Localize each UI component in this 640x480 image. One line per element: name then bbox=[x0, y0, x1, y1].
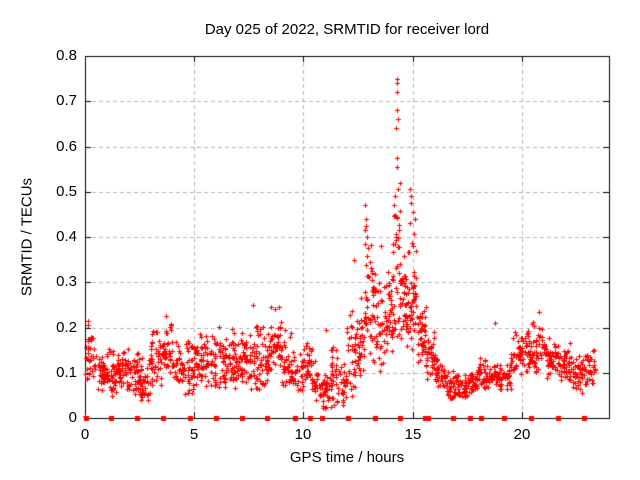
y-tick-label: 0.3 bbox=[56, 273, 77, 290]
y-tick-label: 0 bbox=[68, 409, 77, 426]
x-axis-label: GPS time / hours bbox=[289, 449, 405, 466]
x-tick-label: 5 bbox=[189, 426, 199, 443]
y-tick-label: 0.7 bbox=[56, 92, 77, 109]
y-tick-label: 0.8 bbox=[56, 47, 77, 64]
y-tick-label: 0.2 bbox=[56, 319, 77, 336]
y-tick-label: 0.4 bbox=[56, 228, 77, 245]
y-tick-label: 0.5 bbox=[56, 183, 77, 200]
x-tick-label: 10 bbox=[294, 426, 312, 443]
x-tick-label: 0 bbox=[80, 426, 90, 443]
chart-title: Day 025 of 2022, SRMTID for receiver lor… bbox=[204, 21, 490, 38]
y-tick-label: 0.6 bbox=[56, 138, 77, 155]
y-tick-label: 0.1 bbox=[56, 364, 77, 381]
x-tick-label: 15 bbox=[404, 426, 422, 443]
x-tick-label: 20 bbox=[513, 426, 531, 443]
